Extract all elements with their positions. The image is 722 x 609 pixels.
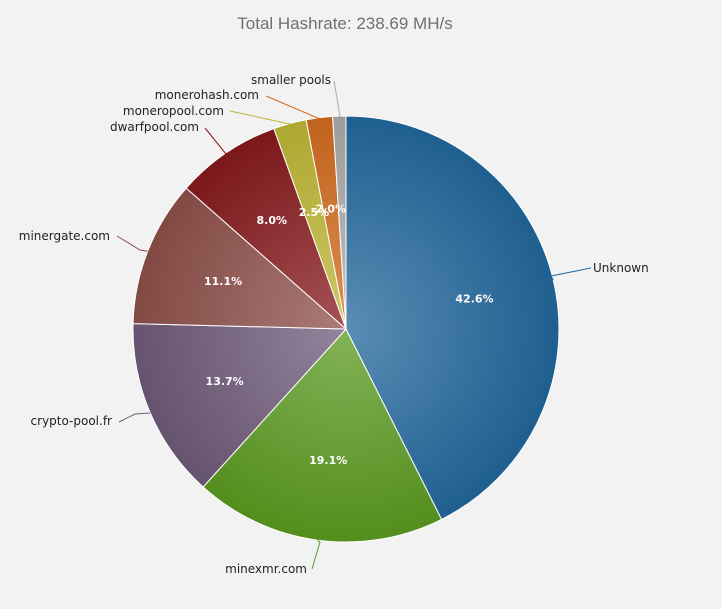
slice-value-label: 8.0%: [257, 214, 288, 227]
pie-slice-minergate-com[interactable]: [132, 187, 348, 330]
chart-title: Total Hashrate: 238.69 MH/s: [237, 14, 452, 33]
slice-name-label: minexmr.com: [225, 562, 307, 576]
label-connector: [265, 95, 322, 121]
slice-name-label: Unknown: [593, 261, 649, 275]
slice-value-label: 2.5%: [299, 206, 330, 219]
slice-value-label: 42.6%: [455, 293, 493, 306]
slice-name-label: moneropool.com: [123, 104, 224, 118]
slice-name-label: dwarfpool.com: [110, 120, 199, 134]
slice-value-label: 13.7%: [206, 375, 244, 388]
label-connector: [311, 539, 321, 570]
slice-name-label: smaller pools: [251, 73, 331, 87]
label-connector: [116, 235, 148, 252]
slice-name-label: monerohash.com: [155, 88, 259, 102]
slice-name-label: minergate.com: [19, 229, 110, 243]
slice-value-label: 11.1%: [204, 275, 242, 288]
slice-value-label: 2.0%: [316, 203, 347, 216]
label-connector: [229, 110, 291, 125]
label-connector: [333, 80, 341, 117]
label-connector: [204, 127, 227, 156]
slice-value-label: 19.1%: [309, 454, 347, 467]
slice-name-label: crypto-pool.fr: [31, 414, 113, 428]
label-connector: [118, 412, 151, 423]
label-connector: [550, 267, 592, 281]
